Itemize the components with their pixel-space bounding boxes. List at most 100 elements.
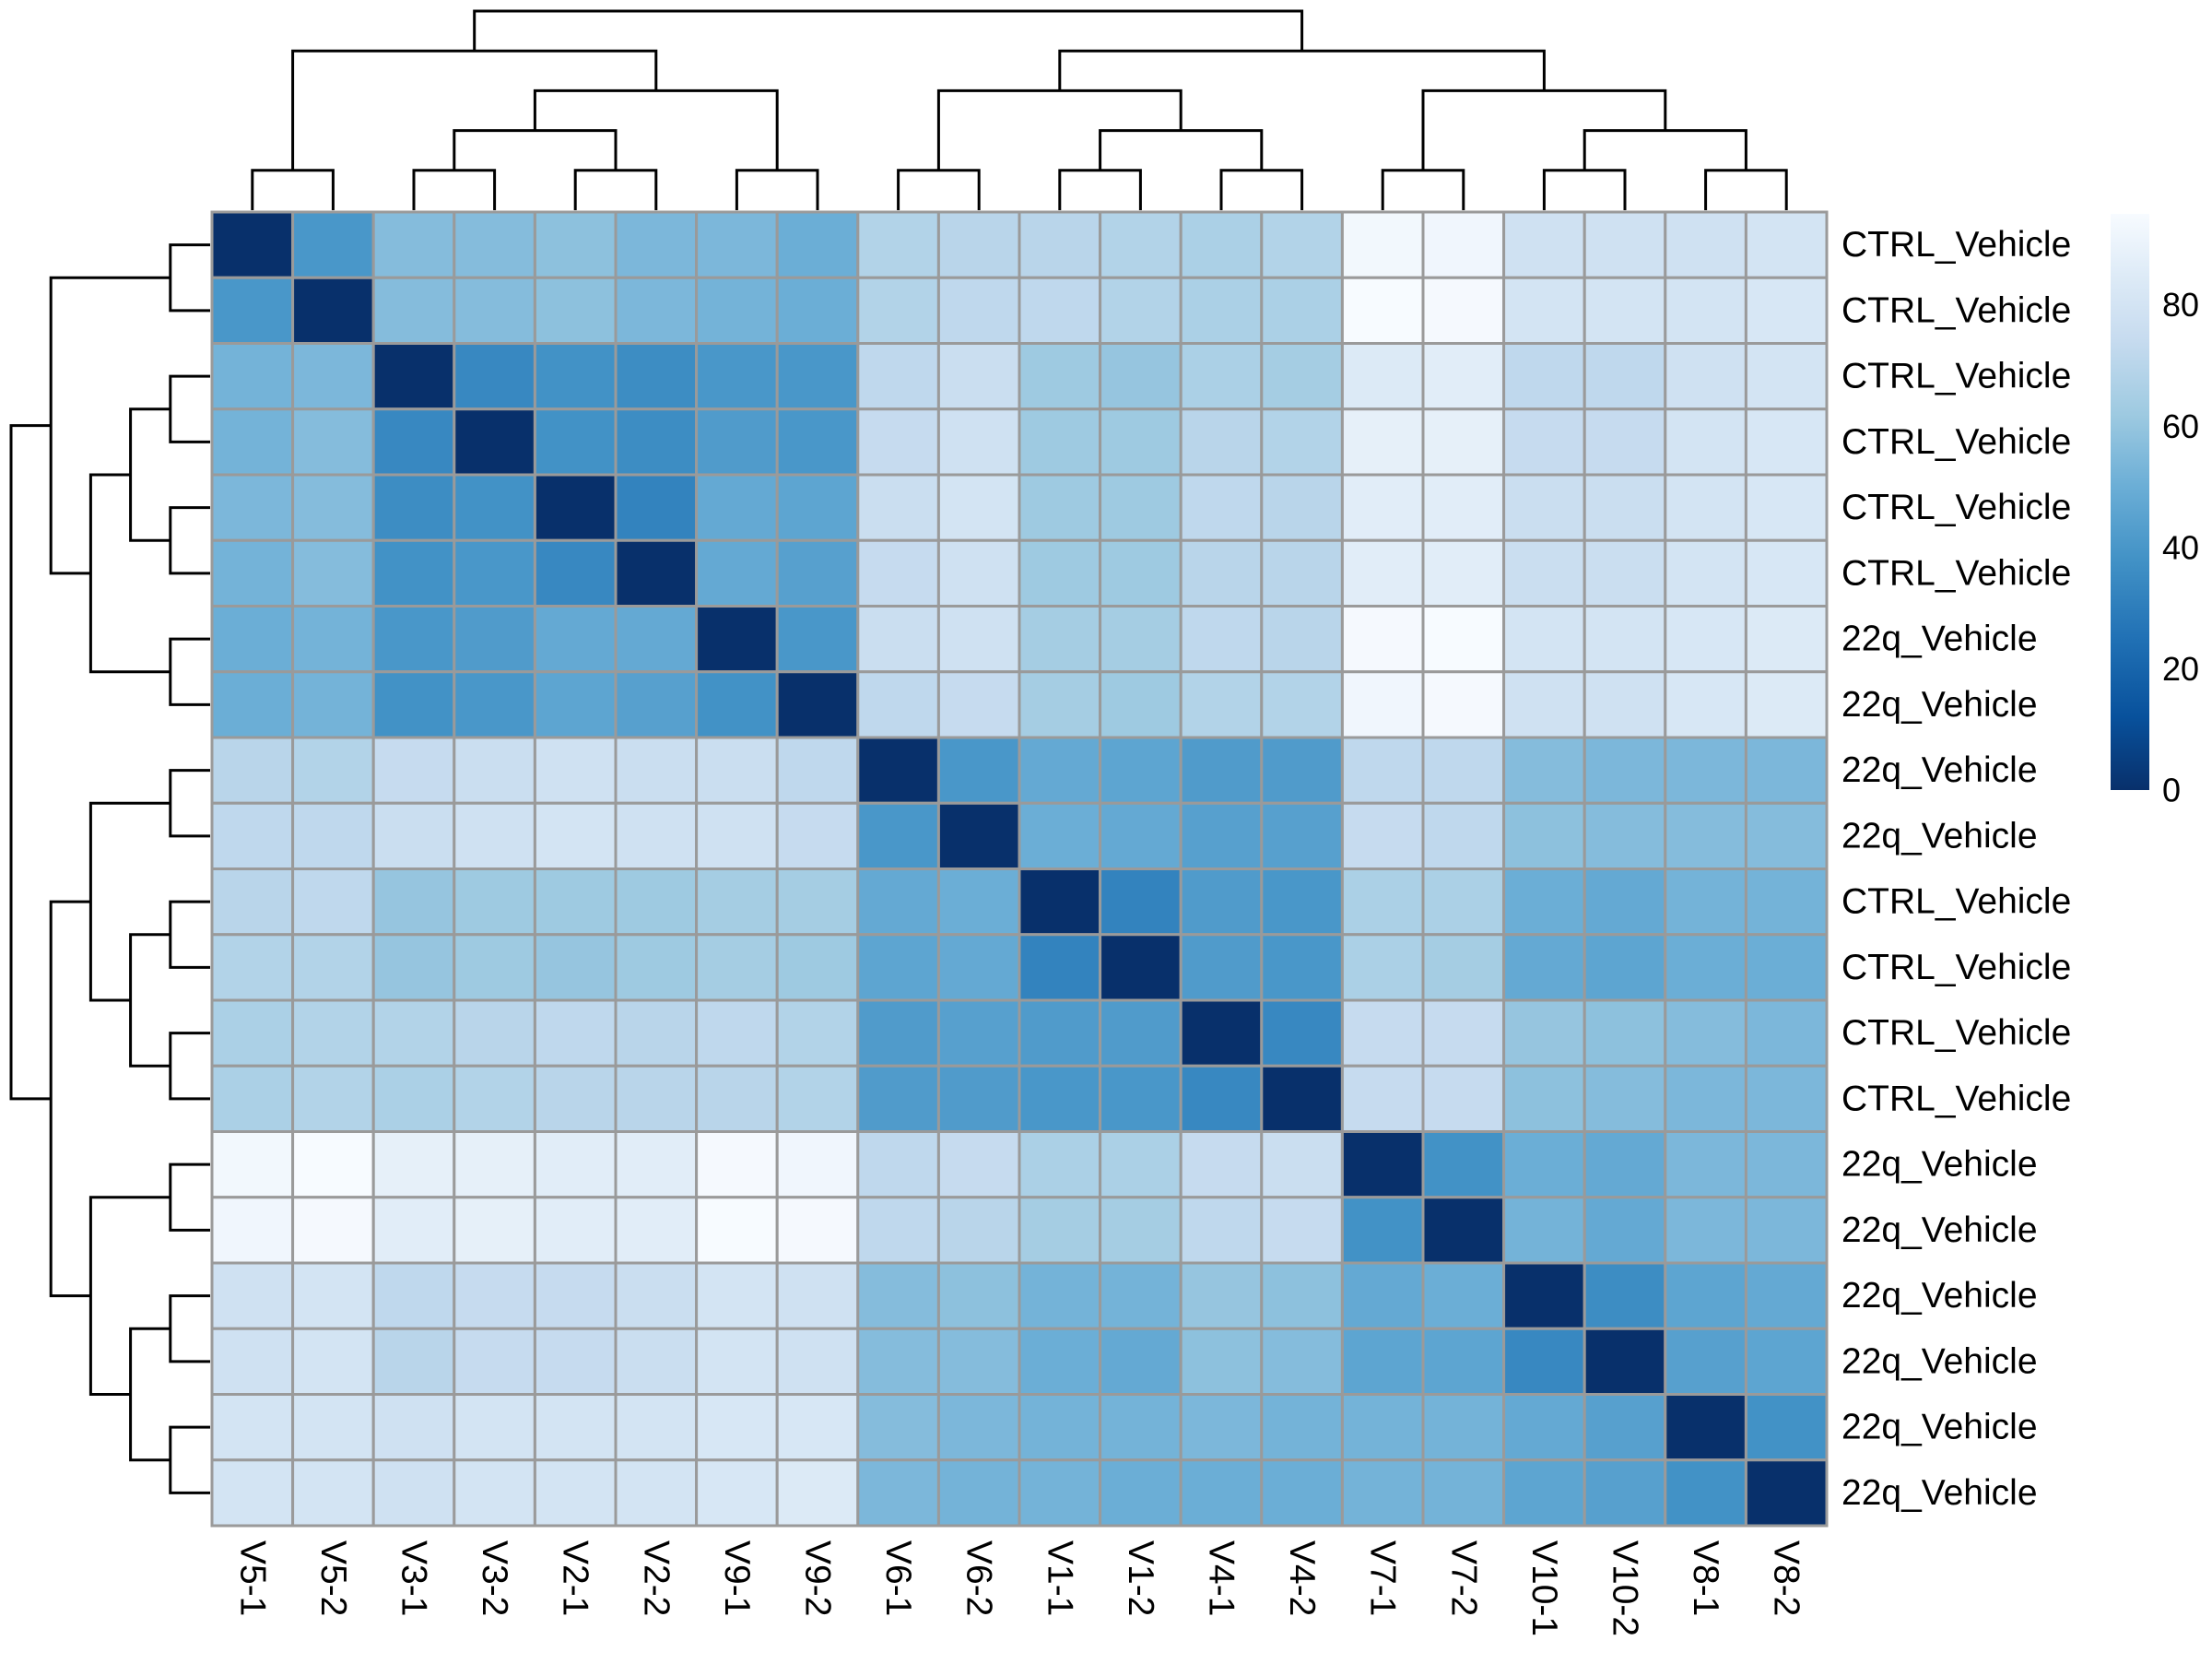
heatmap-cell: CTRL_Vehicle / V9-2: 68 [775, 1064, 860, 1133]
heatmap-cell: CTRL_Vehicle / V7-2: 64 [1421, 933, 1506, 1002]
heatmap-cell: CTRL_Vehicle / V10-1: 80 [1502, 276, 1586, 345]
heatmap-cell: 22q_Vehicle / V7-2: 52 [1421, 1458, 1506, 1528]
heatmap-cell: 22q_Vehicle / V3-1: 78 [371, 1393, 456, 1462]
heatmap-cell: CTRL_Vehicle / V9-1: 48 [695, 473, 779, 542]
heatmap-cell: CTRL_Vehicle / V5-1: 52 [210, 538, 295, 608]
column-label: V6-1 [878, 1540, 918, 1616]
heatmap-cell: 22q_Vehicle / V7-2: 50 [1421, 1261, 1506, 1330]
heatmap-cell: 22q_Vehicle / V10-1: 80 [1502, 605, 1586, 674]
row-label: 22q_Vehicle [1841, 1341, 2038, 1381]
heatmap-cell: CTRL_Vehicle / V2-2: 54 [614, 210, 699, 279]
heatmap-cell: CTRL_Vehicle / V3-2: 34 [453, 342, 536, 411]
heatmap-cell: 22q_Vehicle / V8-2: 54 [1744, 1196, 1829, 1265]
heatmap-cell: CTRL_Vehicle / V3-2: 62 [453, 867, 536, 937]
heatmap-cell: 22q_Vehicle / V4-1: 72 [1179, 605, 1264, 674]
heatmap-cell: CTRL_Vehicle / V6-2: 48 [936, 933, 1021, 1002]
heatmap-cell: 22q_Vehicle / V4-2: 50 [1260, 1458, 1344, 1528]
row-label: 22q_Vehicle [1841, 1210, 2038, 1250]
row-label: 22q_Vehicle [1841, 1408, 2038, 1447]
legend-tick-label: 20 [2162, 650, 2199, 688]
heatmap-cell: CTRL_Vehicle / V7-2: 74 [1421, 1064, 1506, 1133]
heatmap-cell: CTRL_Vehicle / V1-1: 70 [1018, 210, 1102, 279]
heatmap-cell: 22q_Vehicle / V3-1: 38 [371, 670, 456, 739]
heatmap-cell: CTRL_Vehicle / V4-2: 64 [1260, 342, 1344, 411]
heatmap-cell: CTRL_Vehicle / V9-1: 42 [695, 407, 779, 477]
heatmap-cell: CTRL_Vehicle / V4-2: 40 [1260, 867, 1344, 937]
heatmap-cell: 22q_Vehicle / V5-2: 95 [291, 1130, 375, 1199]
column-label: V5-2 [313, 1540, 353, 1616]
heatmap-cell: 22q_Vehicle / V1-1: 64 [1018, 605, 1102, 674]
row-label: CTRL_Vehicle [1841, 1079, 2071, 1118]
heatmap-cell: CTRL_Vehicle / V10-2: 72 [1583, 342, 1667, 411]
column-label: V9-1 [717, 1540, 757, 1616]
heatmap-cell: CTRL_Vehicle / V6-1: 74 [856, 407, 940, 477]
column-dendrogram-branch [573, 169, 658, 210]
heatmap-cell: 22q_Vehicle / V2-1: 80 [533, 1393, 618, 1462]
heatmap-cell: 22q_Vehicle / V10-1: 0 [1502, 1261, 1586, 1330]
heatmap-cell: 22q_Vehicle / V5-1: 78 [210, 1261, 295, 1330]
heatmap-cell: CTRL_Vehicle / V7-2: 86 [1421, 538, 1506, 608]
heatmap-cell: 22q_Vehicle / V7-2: 0 [1421, 1196, 1506, 1265]
heatmap-cell: 22q_Vehicle / V2-1: 80 [533, 801, 618, 870]
heatmap-cell: CTRL_Vehicle / V7-2: 94 [1421, 276, 1506, 345]
column-label: V4-1 [1202, 1540, 1241, 1616]
heatmap-cell: CTRL_Vehicle / V2-1: 0 [533, 473, 618, 542]
heatmap-cell: CTRL_Vehicle / V8-1: 80 [1664, 407, 1747, 477]
heatmap-cell: CTRL_Vehicle / V4-1: 66 [1179, 276, 1264, 345]
heatmap-cell: CTRL_Vehicle / V3-2: 38 [453, 473, 536, 542]
heatmap-cell: CTRL_Vehicle / V9-1: 64 [695, 933, 779, 1002]
heatmap-cell: CTRL_Vehicle / V4-2: 70 [1260, 473, 1344, 542]
column-dendrogram-branch [453, 129, 618, 171]
heatmap-cell: 22q_Vehicle / V9-2: 74 [775, 801, 860, 870]
heatmap-cell: 22q_Vehicle / V10-1: 56 [1502, 736, 1586, 805]
heatmap-cell: 22q_Vehicle / V2-1: 80 [533, 1458, 618, 1528]
column-dendrogram-branch [412, 169, 497, 210]
heatmap-cell: CTRL_Vehicle / V6-1: 42 [856, 1064, 940, 1133]
heatmap-cell: 22q_Vehicle / V8-1: 46 [1664, 1261, 1747, 1330]
row-label: CTRL_Vehicle [1841, 948, 2071, 987]
row-label: CTRL_Vehicle [1841, 225, 2071, 265]
heatmap-cell: CTRL_Vehicle / V5-2: 56 [291, 407, 375, 477]
heatmap-cell: CTRL_Vehicle / V10-1: 74 [1502, 407, 1586, 477]
heatmap-cell: 22q_Vehicle / V10-2: 56 [1583, 801, 1667, 870]
column-label: V1-2 [1121, 1540, 1160, 1616]
heatmap-cell: CTRL_Vehicle / V3-1: 56 [371, 210, 456, 279]
heatmap-cell: 22q_Vehicle / V1-2: 66 [1099, 1130, 1182, 1199]
row-dendrogram-branch [129, 1327, 171, 1462]
heatmap-cell: CTRL_Vehicle / V3-1: 36 [371, 473, 456, 542]
row-dendrogram-branch [169, 374, 210, 443]
legend-tick-label: 60 [2162, 407, 2199, 445]
heatmap-cell: 22q_Vehicle / V3-2: 76 [453, 736, 536, 805]
heatmap-cell: 22q_Vehicle / V1-1: 64 [1018, 670, 1102, 739]
heatmap-cell: CTRL_Vehicle / V3-1: 66 [371, 1064, 456, 1133]
heatmap-cell: 22q_Vehicle / V2-2: 44 [614, 670, 699, 739]
heatmap-cell: CTRL_Vehicle / V3-1: 60 [371, 933, 456, 1002]
heatmap-cell: 22q_Vehicle / V3-2: 74 [453, 1327, 536, 1396]
heatmap-cell: 22q_Vehicle / V2-1: 46 [533, 670, 618, 739]
heatmap-cell: 22q_Vehicle / V9-1: 80 [695, 1327, 779, 1396]
heatmap-cell: 22q_Vehicle / V9-1: 94 [695, 1130, 779, 1199]
heatmap-cell: CTRL_Vehicle / V10-1: 72 [1502, 342, 1586, 411]
column-label: V3-1 [394, 1540, 434, 1616]
heatmap-cell: 22q_Vehicle / V6-1: 56 [856, 1327, 940, 1396]
heatmap-cell: CTRL_Vehicle / V8-1: 80 [1664, 538, 1747, 608]
heatmap-cell: 22q_Vehicle / V5-2: 52 [291, 605, 375, 674]
column-label: V8-2 [1767, 1540, 1806, 1616]
heatmap-cell: 22q_Vehicle / V4-2: 74 [1260, 1196, 1344, 1265]
heatmap-cell: CTRL_Vehicle / V6-1: 46 [856, 933, 940, 1002]
heatmap-cell: CTRL_Vehicle / V1-2: 32 [1099, 867, 1182, 937]
heatmap-cell: 22q_Vehicle / V4-1: 42 [1179, 736, 1264, 805]
heatmap-cell: 22q_Vehicle / V7-1: 46 [1340, 1327, 1425, 1396]
heatmap-cell: CTRL_Vehicle / V4-1: 66 [1179, 210, 1264, 279]
heatmap-cell: 22q_Vehicle / V9-1: 80 [695, 1261, 779, 1330]
column-dendrogram-branch [1583, 129, 1747, 171]
row-label: CTRL_Vehicle [1841, 882, 2071, 922]
heatmap-cell: 22q_Vehicle / V4-2: 70 [1260, 605, 1344, 674]
heatmap-cell: CTRL_Vehicle / V3-2: 62 [453, 933, 536, 1002]
heatmap-cell: 22q_Vehicle / V4-1: 58 [1179, 1327, 1264, 1396]
heatmap-cell: 22q_Vehicle / V5-1: 80 [210, 1458, 295, 1528]
heatmap-cell: CTRL_Vehicle / V2-1: 60 [533, 933, 618, 1002]
heatmap-cell: CTRL_Vehicle / V6-2: 42 [936, 1064, 1021, 1133]
column-label: V3-2 [475, 1540, 514, 1616]
heatmap-cell: 22q_Vehicle / V1-2: 48 [1099, 1327, 1182, 1396]
